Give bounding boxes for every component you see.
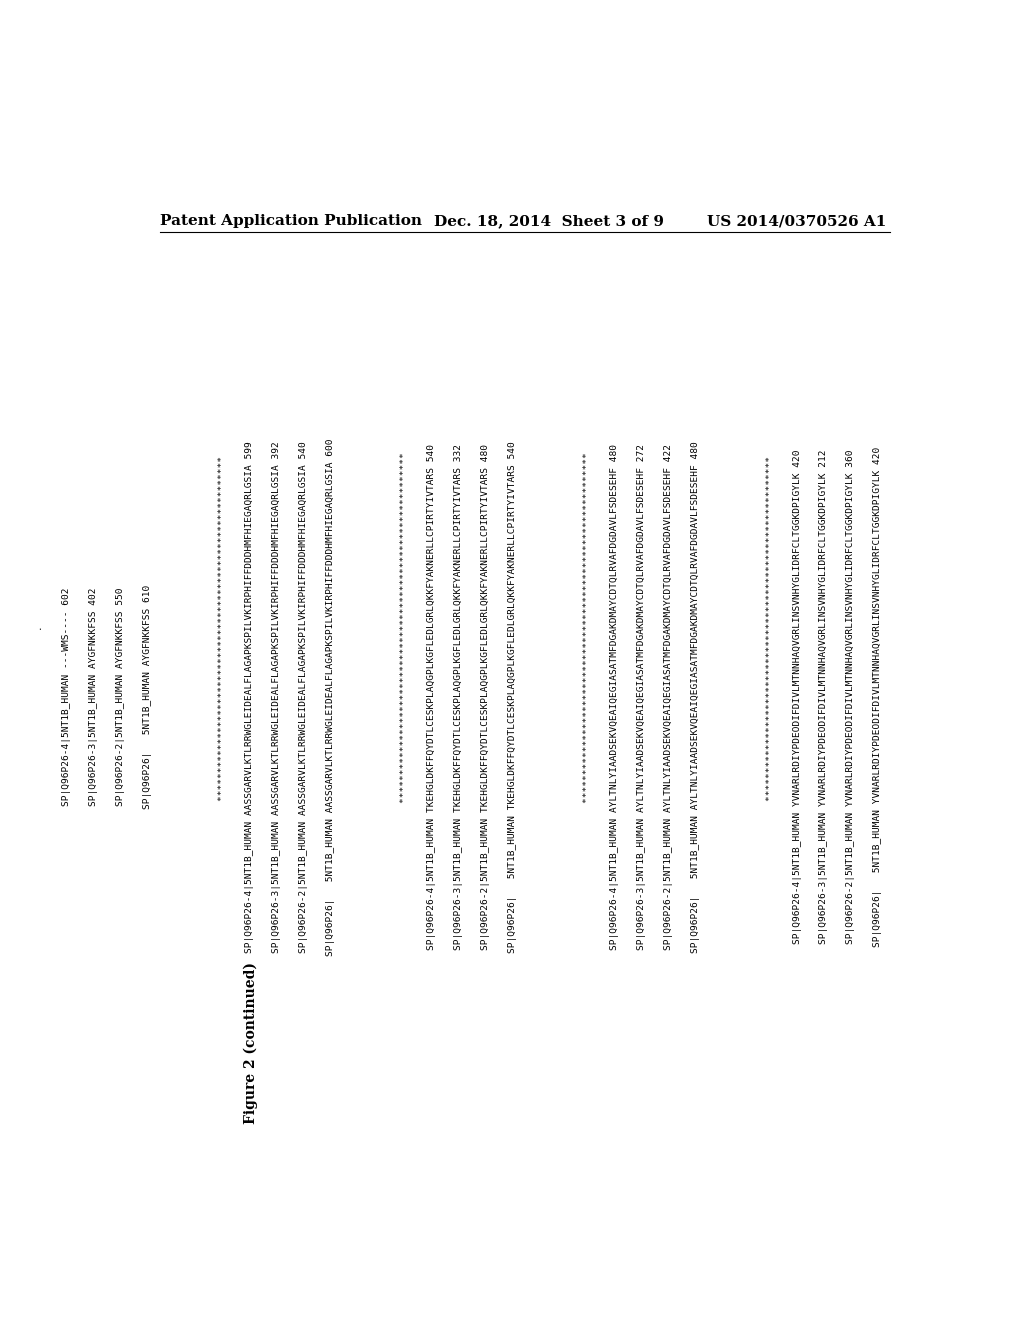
Text: SP|Q96P26-4|5NT1B_HUMAN AYLTNLYIAADSEKVQEAIQEGIASATMFDGAKDMAYCDTQLRVAFDGDAVLFSDE: SP|Q96P26-4|5NT1B_HUMAN AYLTNLYIAADSEKVQ… — [610, 444, 618, 950]
Text: Patent Application Publication: Patent Application Publication — [160, 214, 422, 228]
Text: Dec. 18, 2014  Sheet 3 of 9: Dec. 18, 2014 Sheet 3 of 9 — [433, 214, 664, 228]
Text: SP|Q96P26-2|5NT1B_HUMAN AYLTNLYIAADSEKVQEAIQEGIASATMFDGAKDMAYCDTQLRVAFDGDAVLFSDE: SP|Q96P26-2|5NT1B_HUMAN AYLTNLYIAADSEKVQ… — [664, 444, 673, 950]
Text: SP|Q96P26|   5NT1B_HUMAN TKEHGLDKFFQYDTLCESKPLAQGPLKGFLEDLGRLQKKFYAKNERLLCPIRTYI: SP|Q96P26| 5NT1B_HUMAN TKEHGLDKFFQYDTLCE… — [508, 441, 517, 953]
Text: SP|Q96P26-4|5NT1B_HUMAN ---WMS---- 602: SP|Q96P26-4|5NT1B_HUMAN ---WMS---- 602 — [62, 587, 72, 807]
Text: SP|Q96P26-4|5NT1B_HUMAN YVNARLRDIYPDEODIFDIVLMTNNHAQVGRLINSVNHYGLIDRFCLTGGKDPIGY: SP|Q96P26-4|5NT1B_HUMAN YVNARLRDIYPDEODI… — [793, 450, 802, 944]
Text: SP|Q96P26|   5NT1B_HUMAN AYGFNKKFSS 610: SP|Q96P26| 5NT1B_HUMAN AYGFNKKFSS 610 — [143, 585, 153, 809]
Text: SP|Q96P26-2|5NT1B_HUMAN AYGFNKKFSS 550: SP|Q96P26-2|5NT1B_HUMAN AYGFNKKFSS 550 — [117, 587, 125, 807]
Text: SP|Q96P26|   5NT1B_HUMAN AYLTNLYIAADSEKVQEAIQEGIASATMFDGAKDMAYCDTQLRVAFDGDAVLFSD: SP|Q96P26| 5NT1B_HUMAN AYLTNLYIAADSEKVQE… — [691, 441, 700, 953]
Text: SP|Q96P26-3|5NT1B_HUMAN AASSGARVLKTLRRWGLEIDEALFLAGAPKSPILVKIRPHIFFDDDHMFHIEGAQR: SP|Q96P26-3|5NT1B_HUMAN AASSGARVLKTLRRWG… — [272, 441, 281, 953]
Text: SP|Q96P26-2|5NT1B_HUMAN AASSGARVLKTLRRWGLEIDEALFLAGAPKSPILVKIRPHIFFDDDHMFHIEGAQR: SP|Q96P26-2|5NT1B_HUMAN AASSGARVLKTLRRWG… — [299, 441, 308, 953]
Text: *************************************************************: ****************************************… — [400, 453, 410, 941]
Text: SP|Q96P26|   5NT1B_HUMAN AASSGARVLKTLRRWGLEIDEALFLAGAPKSPILVKIRPHIFFDDDHMFHIEGAQ: SP|Q96P26| 5NT1B_HUMAN AASSGARVLKTLRRWGL… — [326, 438, 335, 956]
Text: ************************************************************: ****************************************… — [218, 455, 227, 939]
Text: SP|Q96P26-3|5NT1B_HUMAN YVNARLRDIYPDEODIFDIVLMTNNHAQVGRLINSVNHYGLIDRFCLTGGKDPIGY: SP|Q96P26-3|5NT1B_HUMAN YVNARLRDIYPDEODI… — [819, 450, 828, 944]
Text: SP|Q96P26-2|5NT1B_HUMAN YVNARLRDIYPDEODIFDIVLMTNNHAQVGRLINSVNHYGLIDRFCLTGGKDPIGY: SP|Q96P26-2|5NT1B_HUMAN YVNARLRDIYPDEODI… — [847, 450, 855, 944]
Text: SP|Q96P26-3|5NT1B_HUMAN AYGFNKKFSS 402: SP|Q96P26-3|5NT1B_HUMAN AYGFNKKFSS 402 — [89, 587, 98, 807]
Text: US 2014/0370526 A1: US 2014/0370526 A1 — [708, 214, 887, 228]
Text: SP|Q96P26-4|5NT1B_HUMAN TKEHGLDKFFQYDTLCESKPLAQGPLKGFLEDLGRLQKKFYAKNERLLCPIRTYIV: SP|Q96P26-4|5NT1B_HUMAN TKEHGLDKFFQYDTLC… — [427, 444, 436, 950]
Text: *************************************************************: ****************************************… — [583, 453, 592, 941]
Text: Figure 2 (continued): Figure 2 (continued) — [244, 962, 258, 1123]
Text: SP|Q96P26-3|5NT1B_HUMAN TKEHGLDKFFQYDTLCESKPLAQGPLKGFLEDLGRLQKKFYAKNERLLCPIRTYIV: SP|Q96P26-3|5NT1B_HUMAN TKEHGLDKFFQYDTLC… — [455, 444, 464, 950]
Text: .: . — [36, 626, 44, 770]
Text: SP|Q96P26|   5NT1B_HUMAN YVNARLRDIYPDEODIFDIVLMTNNHAQVGRLINSVNHYGLIDRFCLTGGKDPIG: SP|Q96P26| 5NT1B_HUMAN YVNARLRDIYPDEODIF… — [873, 447, 883, 948]
Text: SP|Q96P26-3|5NT1B_HUMAN AYLTNLYIAADSEKVQEAIQEGIASATMFDGAKDMAYCDTQLRVAFDGDAVLFSDE: SP|Q96P26-3|5NT1B_HUMAN AYLTNLYIAADSEKVQ… — [637, 444, 646, 950]
Text: SP|Q96P26-2|5NT1B_HUMAN TKEHGLDKFFQYDTLCESKPLAQGPLKGFLEDLGRLQKKFYAKNERLLCPIRTYIV: SP|Q96P26-2|5NT1B_HUMAN TKEHGLDKFFQYDTLC… — [481, 444, 490, 950]
Text: ************************************************************: ****************************************… — [766, 455, 774, 939]
Text: SP|Q96P26-4|5NT1B_HUMAN AASSGARVLKTLRRWGLEIDEALFLAGAPKSPILVKIRPHIFFDDDHMFHIEGAQR: SP|Q96P26-4|5NT1B_HUMAN AASSGARVLKTLRRWG… — [245, 441, 254, 953]
